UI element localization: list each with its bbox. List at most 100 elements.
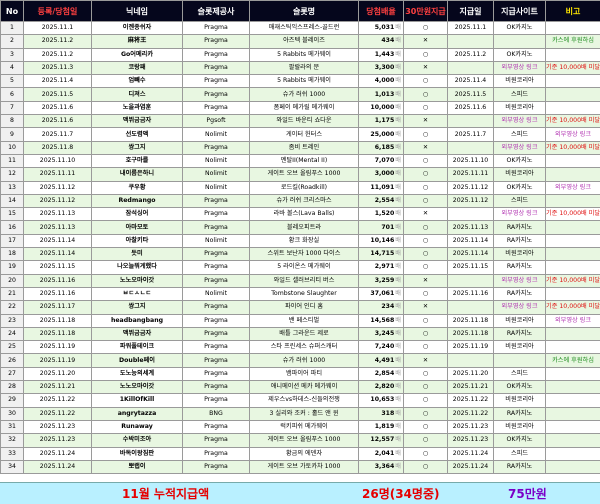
nickname-cell: 호구마를 — [92, 154, 183, 167]
provider-cell: Pragma — [183, 314, 250, 327]
note-cell: 외부영상 링크 — [546, 181, 600, 194]
provider-cell: Pragma — [183, 194, 250, 207]
date-cell: 2025.11.17 — [24, 301, 92, 314]
slot-name-cell: 스타 프린세스 슈퍼스캐터 — [250, 341, 359, 354]
row-number: 11 — [1, 154, 24, 167]
note-cell: 외부영상 링크 — [546, 314, 600, 327]
paid-date-cell: 2025.11.1 — [448, 22, 494, 35]
site-cell: OK카지노 — [494, 22, 546, 35]
site-cell: 비원코리아 — [494, 75, 546, 88]
nickname-cell: 麻将王 — [92, 35, 183, 48]
row-number: 9 — [1, 128, 24, 141]
nickname-cell: 선도렴액 — [92, 128, 183, 141]
note-cell — [546, 88, 600, 101]
site-cell: 스피드 — [494, 447, 546, 460]
paid-circle-icon: ○ — [404, 128, 448, 141]
multiplier-unit: 배 — [395, 330, 401, 337]
nickname-cell: 뽀랩이 — [92, 460, 183, 473]
nickname-cell: 이젠종쉬자 — [92, 22, 183, 35]
multiplier-unit: 배 — [395, 423, 401, 430]
multiplier-value: 3,000 — [375, 170, 395, 177]
multiplier-unit: 배 — [395, 370, 401, 377]
multiplier-value: 4,000 — [375, 77, 395, 84]
site-cell: 비원코리아 — [494, 341, 546, 354]
date-cell: 2025.11.6 — [24, 101, 92, 114]
paid-circle-icon: ○ — [404, 194, 448, 207]
multiplier-cell: 7,240배 — [359, 341, 404, 354]
provider-cell: Pragma — [183, 261, 250, 274]
note-cell — [546, 261, 600, 274]
multiplier-cell: 10,146배 — [359, 234, 404, 247]
paid-circle-icon: ○ — [404, 367, 448, 380]
multiplier-cell: 6,185배 — [359, 141, 404, 154]
paid-date-cell — [448, 301, 494, 314]
multiplier-value: 3,259 — [375, 277, 395, 284]
nickname-cell: 듯미 — [92, 248, 183, 261]
site-cell: OK카지노 — [494, 154, 546, 167]
multiplier-unit: 배 — [395, 37, 401, 44]
slot-name-cell: 블레오피트라 — [250, 221, 359, 234]
paid-date-cell: 2025.11.19 — [448, 341, 494, 354]
multiplier-unit: 배 — [395, 184, 401, 191]
row-number: 10 — [1, 141, 24, 154]
note-cell — [546, 381, 600, 394]
multiplier-cell: 1,520배 — [359, 208, 404, 221]
note-cell — [546, 327, 600, 340]
summary-label: 11월 누적지급액 — [122, 485, 209, 502]
site-cell: RA카지노 — [494, 327, 546, 340]
slot-name-cell: 스위트 보난자 1000 다이스 — [250, 248, 359, 261]
slot-name-cell: 럭키피쉬 메가웨이 — [250, 420, 359, 433]
note-cell: 카스에 후원하심 — [546, 354, 600, 367]
multiplier-unit: 배 — [395, 104, 401, 111]
row-number: 25 — [1, 341, 24, 354]
multiplier-unit: 배 — [395, 410, 401, 417]
multiplier-value: 5,031 — [375, 24, 395, 31]
row-number: 16 — [1, 221, 24, 234]
multiplier-value: 6,185 — [375, 144, 395, 151]
nickname-cell: Go어메리카 — [92, 48, 183, 61]
multiplier-value: 4,491 — [375, 357, 395, 364]
multiplier-cell: 3,000배 — [359, 168, 404, 181]
slot-name-cell: 게이트 오브 올림푸스 1000 — [250, 168, 359, 181]
paid-circle-icon: ○ — [404, 248, 448, 261]
date-cell: 2025.11.22 — [24, 394, 92, 407]
multiplier-value: 701 — [381, 224, 394, 231]
row-number: 8 — [1, 115, 24, 128]
multiplier-cell: 14,715배 — [359, 248, 404, 261]
provider-cell: Pragma — [183, 301, 250, 314]
unpaid-x-icon: ✕ — [404, 141, 448, 154]
multiplier-value: 10,000 — [370, 104, 394, 111]
slot-name-cell: 밴 페스티벌 — [250, 314, 359, 327]
provider-cell: Pragma — [183, 354, 250, 367]
date-cell: 2025.11.19 — [24, 341, 92, 354]
multiplier-value: 25,000 — [370, 131, 394, 138]
paid-circle-icon: ○ — [404, 287, 448, 300]
date-cell: 2025.11.2 — [24, 35, 92, 48]
note-cell — [546, 367, 600, 380]
nickname-cell: 쿠우황 — [92, 181, 183, 194]
row-number: 7 — [1, 101, 24, 114]
multiplier-unit: 배 — [395, 450, 401, 457]
site-cell: OK카지노 — [494, 181, 546, 194]
multiplier-unit: 배 — [395, 157, 401, 164]
note-cell — [546, 394, 600, 407]
site-cell: RA카지노 — [494, 234, 546, 247]
slot-name-cell: 폼페이 메가릴 메가웨이 — [250, 101, 359, 114]
site-cell: RA카지노 — [494, 221, 546, 234]
paid-date-cell: 2025.11.23 — [448, 420, 494, 433]
provider-cell: Pragma — [183, 22, 250, 35]
nickname-cell: 노을과염훈 — [92, 101, 183, 114]
multiplier-unit: 배 — [395, 24, 401, 31]
provider-cell: Pragma — [183, 101, 250, 114]
paid-circle-icon: ○ — [404, 341, 448, 354]
note-cell — [546, 420, 600, 433]
slot-name-cell: 5 Rabbits 메가웨이 — [250, 75, 359, 88]
unpaid-x-icon: ✕ — [404, 61, 448, 74]
header-nickname: 닉네임 — [92, 1, 183, 22]
